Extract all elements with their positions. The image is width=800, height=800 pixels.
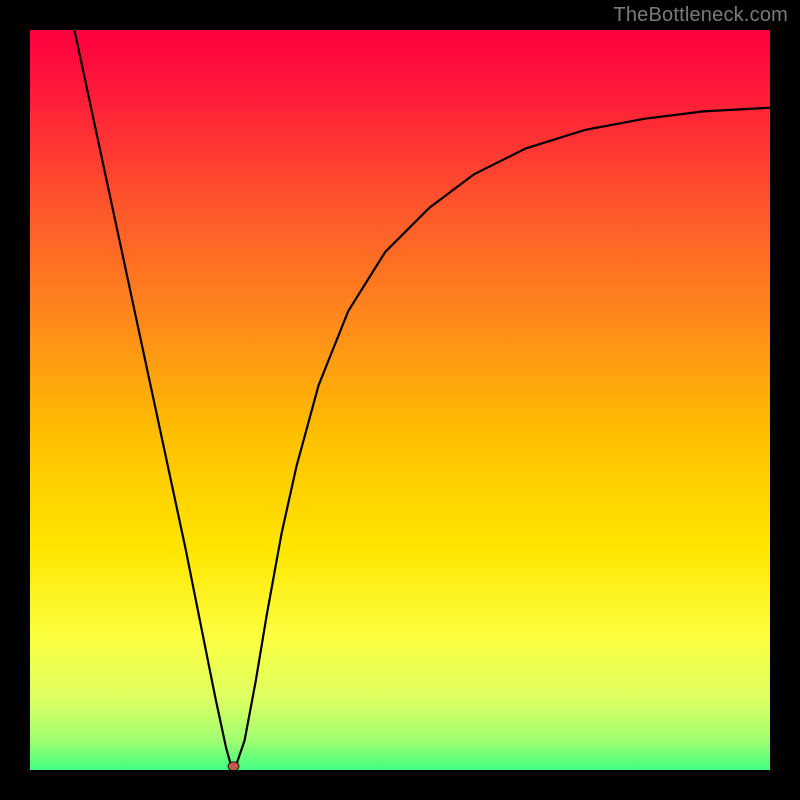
optimal-point-marker — [228, 762, 239, 770]
chart-background — [30, 30, 770, 770]
watermark-text: TheBottleneck.com — [613, 4, 788, 27]
chart-area — [30, 30, 770, 770]
bottleneck-chart — [30, 30, 770, 770]
